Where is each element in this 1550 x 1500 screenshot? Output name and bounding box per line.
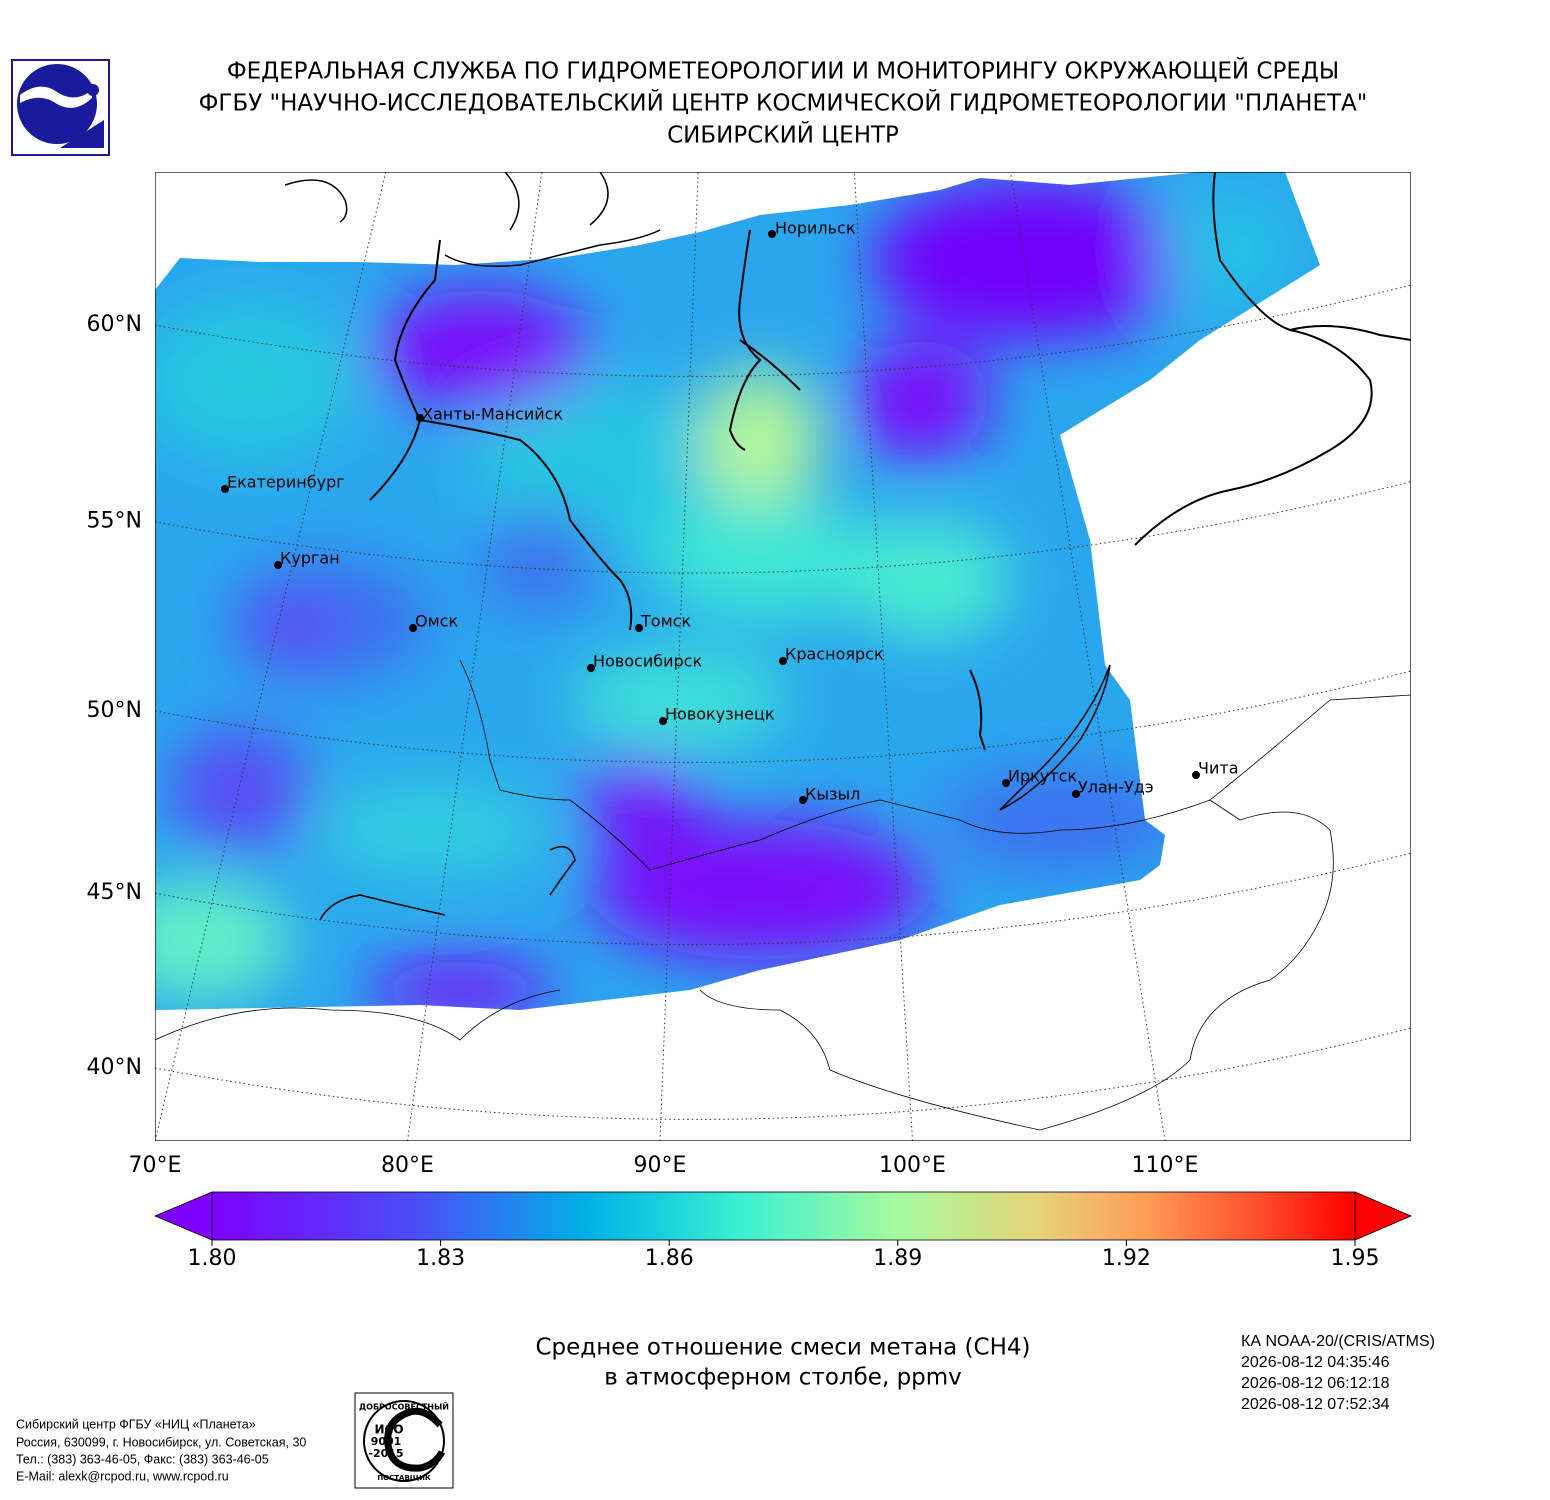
parallel [155,481,1411,574]
caption: в атмосферном столбе, ppmv [604,1365,962,1391]
satellite-info: 2026-08-12 06:12:18 [1241,1375,1390,1392]
agency-logo [11,59,110,156]
colorbar-tick-label: 1.92 [1102,1246,1151,1271]
city-label: Чита [1198,759,1239,778]
parallel [155,670,1411,763]
header-line: ФГБУ "НАУЧНО-ИССЛЕДОВАТЕЛЬСКИЙ ЦЕНТР КОС… [199,89,1368,117]
lat-tick-label: 50°N [87,698,142,723]
city-label: Норильск [775,219,856,238]
city-label: Новокузнецк [665,705,775,724]
satellite-info: 2026-08-12 04:35:46 [1241,1354,1390,1371]
iso-text: ИСО [374,1423,403,1437]
satellite-info: 2026-08-12 07:52:34 [1241,1396,1390,1413]
lat-tick-label: 55°N [87,509,142,534]
footer-line: Россия, 630099, г. Новосибирск, ул. Сове… [16,1435,306,1449]
meridian [1010,172,1166,1141]
city-label: Новосибирск [593,652,702,671]
parallel [155,852,1411,946]
colorbar-tick-label: 1.83 [416,1246,465,1271]
footer-line: Тел.: (383) 363-46-05, Факс: (383) 363-4… [16,1452,269,1466]
city-label: Красноярск [785,645,884,664]
colorbar-tick-label: 1.86 [645,1246,694,1271]
iso-logo: ДОБРОСОВЕСТНЫЙ ИСО 9001 -2015 ПОСТАВЩИК [354,1392,454,1489]
meridian [853,172,913,1141]
meridian [659,172,699,1141]
cities: Норильск Ханты-Мансийск Екатеринбург Кур… [221,219,1239,804]
header-line: ФЕДЕРАЛЬНАЯ СЛУЖБА ПО ГИДРОМЕТЕОРОЛОГИИ … [227,57,1339,85]
iso-text: 9001 [371,1435,402,1448]
iso-text: -2015 [368,1447,403,1460]
footer-line: Сибирский центр ФГБУ «НИЦ «Планета» [16,1417,256,1431]
meridian [407,172,543,1141]
city-label: Улан-Удэ [1078,778,1154,797]
lon-tick-label: 70°E [129,1153,182,1178]
city-label: Ханты-Мансийск [422,405,563,424]
colorbar-tick-label: 1.80 [188,1246,237,1271]
city-label: Томск [640,612,691,631]
satellite-info: КА NOAA-20/(CRIS/ATMS) [1241,1333,1435,1350]
city-label: Курган [280,549,340,568]
lon-tick-label: 100°E [879,1153,946,1178]
lat-tick-label: 45°N [87,880,142,905]
lat-tick-label: 60°N [87,312,142,337]
header-line: СИБИРСКИЙ ЦЕНТР [667,121,899,149]
lon-tick-label: 110°E [1132,1153,1199,1178]
colorbar-tick-label: 1.95 [1331,1246,1380,1271]
methane-field [155,172,1320,1010]
city-label: Екатеринбург [227,473,345,492]
caption: Среднее отношение смеси метана (CH4) [535,1335,1030,1361]
colorbar: 1.80 1.83 1.86 1.89 1.92 1.95 [153,1191,1413,1271]
lon-tick-label: 90°E [634,1153,687,1178]
city-label: Омск [415,612,458,631]
city-label: Иркутск [1008,767,1077,786]
coastlines [284,172,1111,921]
iso-text: ПОСТАВЩИК [377,1474,431,1482]
footer-line: E-Mail: alexk@rcpod.ru, www.rcpod.ru [16,1469,229,1483]
lat-tick-label: 40°N [87,1055,142,1080]
city-label: Кызыл [805,785,860,804]
map-area [155,172,1411,1141]
lon-tick-label: 80°E [381,1153,434,1178]
rivers [369,172,1411,751]
colorbar-tick-label: 1.89 [873,1246,922,1271]
parallel [155,1027,1411,1120]
iso-text: ДОБРОСОВЕСТНЫЙ [359,1401,449,1412]
borders [155,659,1411,1131]
